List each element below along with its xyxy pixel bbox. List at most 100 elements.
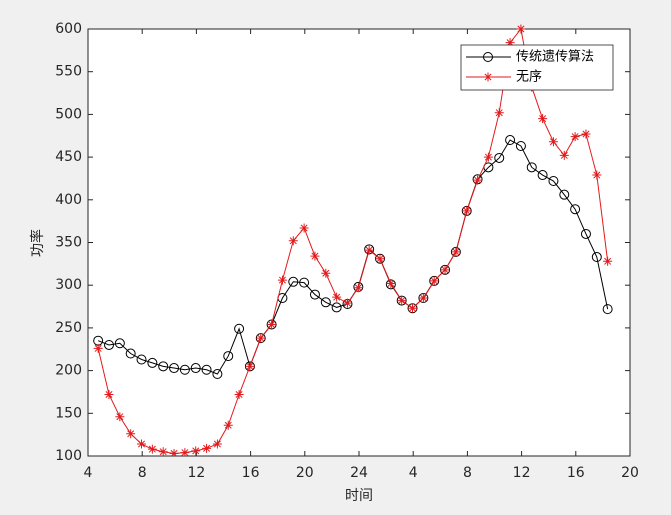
legend-label: 无序 bbox=[516, 70, 542, 85]
y-tick-label: 100 bbox=[55, 448, 82, 464]
y-tick-label: 450 bbox=[55, 149, 82, 165]
x-axis-label: 时间 bbox=[345, 488, 373, 504]
marker bbox=[375, 254, 385, 264]
marker bbox=[234, 390, 244, 400]
marker bbox=[114, 338, 125, 349]
marker bbox=[364, 245, 374, 255]
y-tick-label: 350 bbox=[55, 235, 82, 251]
x-tick-label: 16 bbox=[242, 465, 260, 481]
marker bbox=[288, 236, 298, 246]
x-tick-label: 12 bbox=[513, 465, 531, 481]
marker bbox=[126, 429, 136, 439]
marker bbox=[473, 175, 483, 185]
series bbox=[93, 24, 613, 456]
marker bbox=[603, 256, 613, 266]
marker bbox=[494, 152, 505, 163]
x-tick-label: 12 bbox=[187, 465, 205, 481]
marker bbox=[179, 364, 190, 375]
marker bbox=[331, 302, 342, 313]
y-tick-label: 550 bbox=[55, 64, 82, 80]
y-tick-label: 250 bbox=[55, 320, 82, 336]
marker bbox=[223, 351, 234, 362]
marker bbox=[397, 296, 407, 306]
marker bbox=[212, 439, 222, 449]
y-tick-label: 400 bbox=[55, 192, 82, 208]
x-tick-label: 20 bbox=[621, 465, 639, 481]
marker bbox=[538, 114, 548, 124]
marker bbox=[483, 152, 493, 162]
marker bbox=[548, 137, 558, 147]
marker bbox=[386, 278, 396, 288]
marker bbox=[516, 24, 526, 34]
marker bbox=[505, 135, 516, 146]
y-axis-label: 功率 bbox=[29, 229, 46, 257]
marker bbox=[526, 162, 537, 173]
marker bbox=[462, 206, 472, 216]
marker bbox=[104, 339, 115, 350]
marker bbox=[223, 420, 233, 430]
marker bbox=[169, 448, 179, 456]
axes-box bbox=[87, 28, 631, 457]
marker bbox=[483, 72, 493, 82]
marker bbox=[548, 176, 559, 187]
marker bbox=[147, 444, 157, 454]
x-tick-label: 4 bbox=[84, 465, 93, 481]
marker bbox=[353, 283, 363, 293]
marker bbox=[180, 448, 190, 456]
x-tick-label: 20 bbox=[296, 465, 314, 481]
marker bbox=[93, 343, 103, 353]
marker bbox=[408, 303, 418, 313]
marker bbox=[158, 447, 168, 456]
marker bbox=[158, 361, 169, 372]
y-tick-label: 200 bbox=[55, 363, 82, 379]
marker bbox=[570, 204, 581, 215]
y-tick-label: 150 bbox=[55, 405, 82, 421]
marker bbox=[277, 275, 287, 285]
marker bbox=[581, 129, 591, 139]
marker bbox=[494, 108, 504, 118]
marker bbox=[332, 292, 342, 302]
marker bbox=[136, 354, 147, 365]
marker bbox=[310, 251, 320, 261]
marker bbox=[451, 247, 461, 257]
marker bbox=[505, 38, 515, 48]
y-tick-label: 300 bbox=[55, 277, 82, 293]
plot-area bbox=[88, 29, 630, 456]
marker bbox=[115, 412, 125, 422]
marker bbox=[570, 132, 580, 142]
x-tick-label: 16 bbox=[567, 465, 585, 481]
marker bbox=[580, 228, 591, 239]
marker bbox=[245, 361, 255, 371]
y-tick-label: 600 bbox=[55, 21, 82, 37]
x-tick-label: 8 bbox=[138, 465, 147, 481]
marker bbox=[190, 363, 201, 374]
marker bbox=[592, 170, 602, 180]
legend-label: 传统遗传算法 bbox=[516, 50, 594, 65]
marker bbox=[515, 140, 526, 151]
marker bbox=[602, 304, 613, 315]
marker bbox=[429, 276, 439, 286]
marker bbox=[440, 265, 450, 275]
y-tick-label: 500 bbox=[55, 106, 82, 122]
marker bbox=[299, 223, 309, 233]
marker bbox=[559, 150, 569, 160]
marker bbox=[537, 170, 548, 181]
marker bbox=[201, 364, 212, 375]
marker bbox=[202, 443, 212, 453]
marker bbox=[191, 446, 201, 456]
marker bbox=[342, 298, 352, 308]
marker bbox=[483, 52, 493, 62]
marker bbox=[288, 276, 299, 287]
marker bbox=[147, 357, 158, 368]
x-tick-label: 24 bbox=[350, 465, 368, 481]
marker bbox=[267, 319, 277, 329]
marker bbox=[169, 363, 180, 374]
marker bbox=[256, 333, 266, 343]
marker bbox=[104, 390, 114, 400]
marker bbox=[309, 289, 320, 300]
x-tick-label: 8 bbox=[463, 465, 472, 481]
marker bbox=[321, 268, 331, 278]
x-tick-label: 4 bbox=[409, 465, 418, 481]
marker bbox=[320, 297, 331, 308]
